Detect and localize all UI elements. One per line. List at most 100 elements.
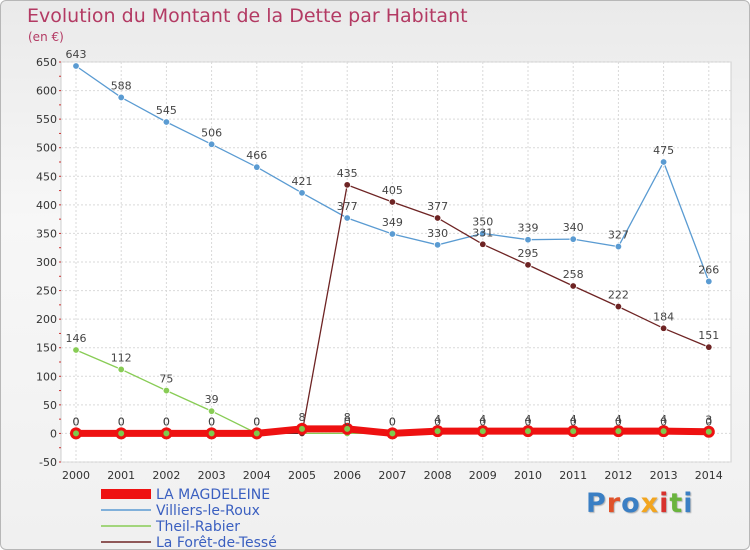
series-point-2	[659, 324, 668, 332]
series-point-2	[388, 198, 397, 206]
y-tick-label: 200	[36, 313, 57, 326]
series-point-0	[253, 163, 261, 171]
series-point-0	[659, 158, 668, 166]
data-label-1: 75	[159, 373, 173, 386]
series-point-1	[117, 365, 125, 374]
data-label-zero: 0	[479, 415, 486, 428]
proxiti-logo: Proxiti	[586, 488, 694, 519]
logo-letter: P	[586, 488, 607, 519]
y-tick-label: 100	[36, 370, 57, 383]
x-tick-label: 2000	[62, 469, 90, 482]
series-point-1	[207, 407, 216, 415]
series-point-inner-3	[163, 430, 170, 437]
logo-letter: o	[621, 488, 641, 519]
data-label-0: 350	[472, 215, 493, 228]
series-point-inner-3	[705, 428, 712, 435]
logo-letter: i	[659, 488, 670, 519]
x-tick-label: 2011	[559, 469, 587, 482]
data-label-3: 0	[253, 415, 260, 428]
legend-label: LA MAGDELEINE	[156, 487, 270, 503]
y-tick-label: 400	[36, 199, 57, 212]
data-label-3: 4	[615, 413, 622, 426]
data-label-3: 0	[163, 415, 170, 428]
series-point-0	[479, 229, 487, 238]
x-tick-label: 2005	[288, 469, 316, 482]
series-point-1	[162, 386, 171, 395]
data-label-zero: 0	[434, 415, 441, 428]
x-tick-label: 2003	[198, 469, 226, 482]
legend-label: Theil-Rabier	[155, 519, 240, 535]
series-point-1	[72, 346, 80, 354]
x-tick-label: 2012	[604, 469, 632, 482]
series-point-inner-3	[344, 425, 351, 432]
series-point-inner-3	[118, 430, 125, 437]
legend-label: La Forêt-de-Tessé	[156, 535, 277, 549]
x-tick-label: 2007	[378, 469, 406, 482]
data-label-0: 377	[337, 200, 358, 213]
series-point-0	[705, 277, 713, 286]
data-label-1: 39	[205, 393, 219, 406]
x-tick-label: 2013	[650, 469, 678, 482]
series-point-inner-3	[73, 430, 79, 437]
series-point-0	[298, 189, 306, 197]
data-label-2: 258	[563, 268, 584, 281]
series-point-0	[433, 241, 442, 249]
series-point-inner-3	[525, 428, 531, 435]
data-label-zero: 0	[389, 415, 396, 428]
series-point-inner-3	[253, 430, 260, 437]
x-tick-label: 2004	[243, 469, 271, 482]
data-label-2: 405	[382, 184, 403, 197]
data-label-zero: 0	[615, 415, 622, 428]
y-tick-label: 650	[36, 56, 57, 69]
y-tick-label: 350	[36, 227, 57, 240]
data-label-0: 330	[427, 227, 448, 240]
data-label-0: 266	[698, 263, 719, 276]
data-label-zero: 0	[253, 415, 260, 428]
x-tick-label: 2001	[107, 469, 135, 482]
y-tick-label: 600	[36, 85, 57, 98]
series-point-2	[343, 181, 351, 189]
data-label-2: 331	[472, 226, 493, 239]
data-label-2: 295	[518, 247, 539, 260]
data-label-2: 151	[698, 329, 719, 342]
data-label-0: 643	[66, 48, 87, 61]
data-label-zero: 0	[208, 415, 215, 428]
series-point-0	[343, 214, 351, 222]
data-label-1: 146	[66, 332, 87, 345]
x-tick-label: 2009	[469, 469, 497, 482]
series-point-inner-3	[570, 428, 577, 435]
y-tick-label: 0	[50, 427, 57, 440]
data-label-3: 8	[344, 411, 351, 424]
data-label-zero: 0	[525, 415, 532, 428]
data-label-0: 339	[518, 222, 539, 235]
data-label-0: 588	[111, 79, 132, 92]
series-point-inner-3	[615, 428, 622, 435]
data-label-zero: 0	[705, 415, 712, 428]
chart-title: Evolution du Montant de la Dette par Hab…	[27, 5, 468, 27]
x-tick-label: 2008	[424, 469, 452, 482]
data-label-zero: 0	[344, 415, 351, 428]
data-label-3: 4	[479, 413, 486, 426]
data-label-0: 466	[246, 149, 267, 162]
data-label-0: 340	[563, 221, 584, 234]
series-point-2	[479, 240, 487, 248]
series-point-0	[524, 236, 532, 244]
series-point-inner-3	[434, 428, 441, 435]
data-label-3: 4	[660, 413, 667, 426]
y-tick-label: 50	[43, 399, 57, 412]
y-tick-label: 500	[36, 142, 57, 155]
series-point-0	[569, 235, 577, 243]
data-label-2: 435	[337, 167, 358, 180]
x-tick-label: 2006	[333, 469, 361, 482]
series-point-2	[614, 302, 623, 311]
series-point-2	[569, 282, 577, 290]
series-point-2	[524, 261, 532, 269]
data-label-0: 349	[382, 216, 403, 229]
data-label-zero: 0	[73, 415, 80, 428]
series-point-2	[705, 343, 713, 351]
logo-letter: x	[640, 488, 660, 519]
data-label-3: 0	[208, 415, 215, 428]
legend-swatch	[101, 489, 151, 499]
